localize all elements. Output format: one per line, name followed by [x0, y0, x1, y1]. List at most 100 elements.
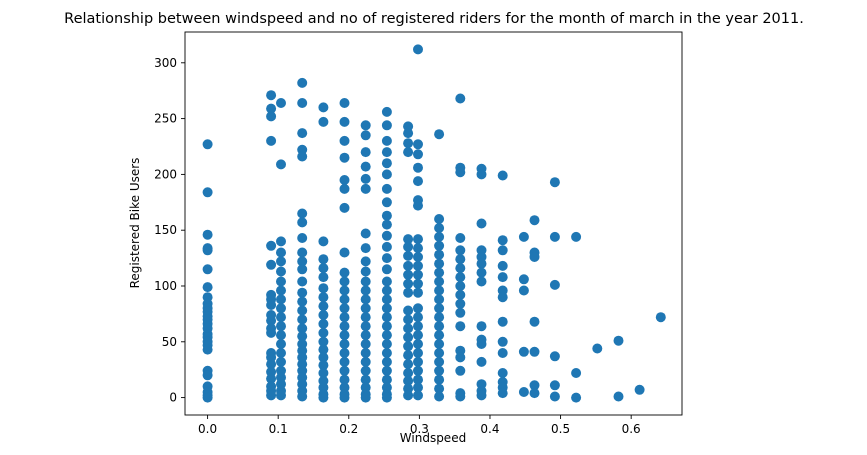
data-point — [403, 147, 414, 158]
data-point — [297, 247, 308, 258]
data-point — [403, 278, 414, 289]
data-point — [497, 388, 508, 399]
data-point — [339, 116, 350, 127]
data-point — [434, 312, 445, 323]
data-point — [613, 391, 624, 402]
data-point — [318, 283, 329, 294]
data-point — [297, 208, 308, 219]
data-point — [381, 356, 392, 367]
data-point — [571, 231, 582, 242]
data-point — [381, 197, 392, 208]
data-point — [549, 351, 560, 362]
data-point — [634, 384, 645, 395]
data-point — [202, 187, 213, 198]
data-point — [381, 303, 392, 314]
data-point — [297, 256, 308, 267]
data-point — [360, 173, 371, 184]
data-point — [381, 106, 392, 117]
x-tick-label: 0.1 — [269, 422, 288, 436]
data-point — [455, 93, 466, 104]
data-point — [413, 312, 423, 323]
x-tick-label: 0.0 — [198, 422, 217, 436]
data-point — [455, 365, 466, 376]
data-point — [360, 183, 371, 194]
data-point — [518, 387, 529, 397]
data-point — [403, 375, 414, 386]
data-point — [497, 235, 508, 246]
data-point — [318, 116, 329, 127]
y-tick-label: 0 — [169, 391, 177, 405]
data-point — [413, 162, 423, 173]
data-point — [476, 390, 487, 401]
plot-frame — [184, 31, 683, 416]
data-point — [276, 312, 286, 323]
data-point — [413, 339, 423, 349]
data-point — [276, 303, 286, 314]
data-point — [497, 272, 508, 283]
data-point — [360, 161, 371, 172]
data-point — [476, 169, 487, 180]
data-point — [413, 252, 423, 262]
y-tick-label: 100 — [154, 279, 177, 293]
data-point — [403, 260, 414, 271]
data-point — [202, 245, 213, 256]
data-point — [339, 348, 350, 358]
data-point — [318, 344, 329, 355]
data-point — [413, 303, 423, 314]
data-point — [339, 135, 350, 146]
data-point — [297, 128, 308, 139]
data-point — [381, 365, 392, 376]
data-point — [297, 287, 308, 298]
data-point — [434, 258, 445, 269]
x-tick-label: 0.4 — [480, 422, 499, 436]
data-point — [455, 254, 466, 265]
data-point — [413, 390, 423, 401]
data-point — [318, 236, 329, 247]
data-point — [529, 252, 540, 262]
y-axis-label: Registered Bike Users — [128, 158, 142, 289]
data-point — [403, 323, 414, 334]
data-point — [455, 298, 466, 309]
data-point — [497, 170, 508, 181]
data-point — [529, 215, 540, 226]
data-point — [455, 245, 466, 256]
data-point — [549, 391, 560, 402]
data-point — [276, 266, 286, 277]
data-point — [434, 294, 445, 305]
data-point — [434, 276, 445, 287]
data-point — [360, 266, 371, 277]
data-point — [476, 321, 487, 332]
data-point — [360, 321, 371, 332]
x-tick-label: 0.3 — [410, 422, 429, 436]
data-point — [360, 312, 371, 323]
data-point — [529, 388, 540, 399]
data-point — [381, 135, 392, 146]
data-point — [318, 272, 329, 283]
data-point — [455, 352, 466, 363]
data-point — [318, 327, 329, 338]
data-point — [434, 267, 445, 278]
data-point — [297, 77, 308, 88]
data-point — [381, 230, 392, 241]
data-point — [318, 292, 329, 303]
data-point — [434, 129, 445, 140]
data-point — [276, 236, 286, 247]
data-point — [413, 382, 423, 393]
data-point — [434, 321, 445, 332]
data-point — [339, 365, 350, 376]
x-tick-label: 0.5 — [551, 422, 570, 436]
data-point — [202, 370, 213, 381]
data-point — [455, 233, 466, 243]
data-point — [413, 176, 423, 187]
data-point — [339, 175, 350, 185]
data-point — [455, 272, 466, 283]
data-point — [549, 380, 560, 391]
data-point — [276, 390, 286, 401]
data-point — [266, 390, 277, 401]
data-point — [403, 350, 414, 361]
data-point — [434, 383, 445, 394]
data-point — [455, 391, 466, 402]
data-point — [297, 305, 308, 316]
data-point — [276, 276, 286, 287]
data-point — [413, 200, 423, 211]
